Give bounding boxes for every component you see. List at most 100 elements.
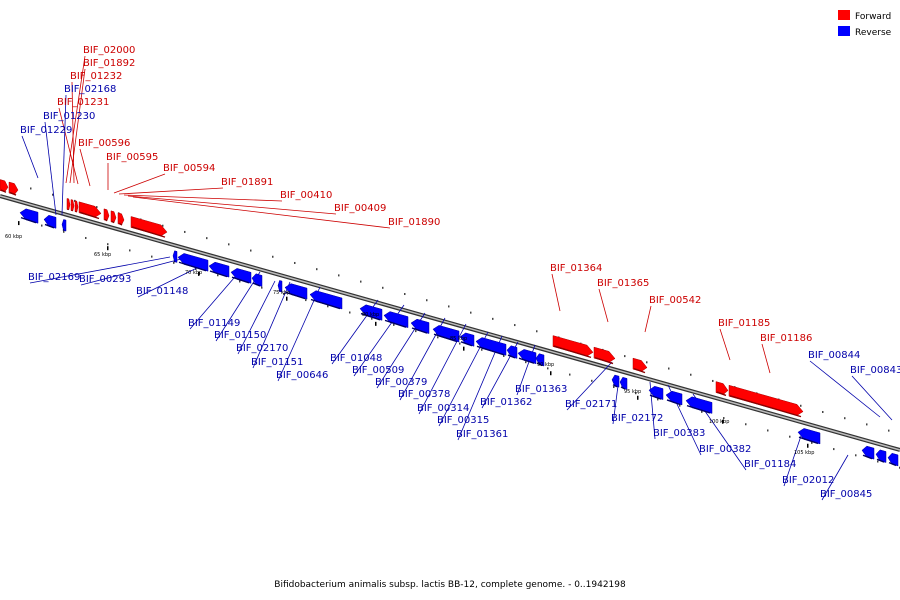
legend-forward-swatch bbox=[838, 10, 850, 20]
forward-gene[interactable] bbox=[70, 199, 75, 212]
gene-label: BIF_01149 bbox=[188, 318, 240, 329]
reverse-gene[interactable] bbox=[230, 268, 252, 284]
gene-label: BIF_00542 bbox=[649, 295, 701, 306]
reverse-gene[interactable] bbox=[284, 283, 308, 300]
gene-label: BIF_02000 bbox=[83, 45, 135, 56]
gene-label: BIF_01892 bbox=[83, 58, 135, 69]
reverse-gene[interactable] bbox=[177, 253, 209, 272]
forward-gene[interactable] bbox=[632, 357, 648, 372]
reverse-gene[interactable] bbox=[535, 353, 545, 367]
reverse-gene[interactable] bbox=[517, 349, 537, 365]
tick-label: 80 kbp bbox=[362, 312, 379, 318]
tick-label: 90 kbp bbox=[537, 362, 554, 368]
gene-label: BIF_00596 bbox=[78, 138, 130, 149]
tick-labels: 60 kbp 65 kbp 70 kbp 75 kbp 80 kbp 85 kbp 90 k… bbox=[5, 221, 814, 456]
tick-label: 95 kbp bbox=[624, 389, 641, 395]
gene-label: BIF_01185 bbox=[718, 318, 770, 329]
gene-label: BIF_02168 bbox=[64, 84, 116, 95]
tick-label: 100 kbp bbox=[709, 419, 729, 425]
gene-label: BIF_01148 bbox=[136, 286, 188, 297]
gene-label: BIF_00383 bbox=[653, 428, 705, 439]
gene-label: BIF_00509 bbox=[352, 365, 404, 376]
legend: Forward Reverse bbox=[838, 10, 892, 38]
caption: Bifidobacterium animalis subsp. lactis B… bbox=[274, 580, 626, 590]
legend-reverse-label: Reverse bbox=[855, 28, 892, 38]
reverse-gene[interactable] bbox=[619, 376, 628, 390]
gene-label: BIF_02172 bbox=[611, 413, 663, 424]
forward-gene[interactable] bbox=[74, 200, 79, 213]
gene-label: BIF_00844 bbox=[808, 350, 860, 361]
reverse-gene[interactable] bbox=[61, 219, 67, 232]
reverse-gene[interactable] bbox=[432, 325, 460, 343]
reverse-gene[interactable] bbox=[685, 396, 713, 414]
gene-label: BIF_02012 bbox=[782, 475, 834, 486]
gene-label: BIF_00594 bbox=[163, 163, 215, 174]
reverse-gene[interactable] bbox=[383, 311, 409, 328]
legend-forward-label: Forward bbox=[855, 12, 891, 22]
forward-gene[interactable] bbox=[66, 198, 71, 211]
gene-label: BIF_00315 bbox=[437, 415, 489, 426]
forward-gene[interactable] bbox=[110, 210, 117, 223]
reverse-gene[interactable] bbox=[475, 337, 507, 356]
reverse-gene[interactable] bbox=[861, 445, 875, 460]
tick-label: 60 kbp bbox=[5, 234, 22, 240]
gene-label: BIF_00378 bbox=[398, 389, 450, 400]
gene-label: BIF_01890 bbox=[388, 217, 440, 228]
reverse-gene[interactable] bbox=[875, 449, 887, 463]
forward-gene[interactable] bbox=[728, 384, 804, 416]
dotted-lanes bbox=[30, 187, 900, 469]
reverse-gene[interactable] bbox=[172, 250, 178, 263]
gene-label: BIF_02169 bbox=[28, 272, 80, 283]
reverse-gene[interactable] bbox=[43, 214, 57, 229]
reverse-gene[interactable] bbox=[648, 385, 664, 400]
gene-label: BIF_01150 bbox=[214, 330, 266, 341]
reverse-gene[interactable] bbox=[410, 318, 430, 334]
gene-label: BIF_01891 bbox=[221, 177, 273, 188]
reverse-gene[interactable] bbox=[208, 261, 230, 278]
reverse-gene[interactable] bbox=[19, 208, 39, 224]
gene-label: BIF_00314 bbox=[417, 403, 469, 414]
backbone bbox=[0, 194, 900, 452]
reverse-gene[interactable] bbox=[506, 345, 518, 359]
forward-gene[interactable] bbox=[552, 335, 594, 357]
genes bbox=[0, 179, 899, 467]
legend-reverse-swatch bbox=[838, 26, 850, 36]
reverse-gene[interactable] bbox=[665, 390, 683, 406]
gene-label: BIF_01361 bbox=[456, 429, 508, 440]
gene-label: BIF_00410 bbox=[280, 190, 332, 201]
forward-gene[interactable] bbox=[8, 181, 19, 195]
forward-gene[interactable] bbox=[117, 212, 125, 226]
gene-label: BIF_00646 bbox=[276, 370, 328, 381]
reverse-gene[interactable] bbox=[359, 304, 383, 321]
gene-label: BIF_01364 bbox=[550, 263, 602, 274]
tick-label: 105 kbp bbox=[794, 450, 814, 456]
gene-label: BIF_00595 bbox=[106, 152, 158, 163]
forward-gene[interactable] bbox=[103, 208, 110, 221]
gene-labels: BIF_02000 BIF_01892 BIF_01232 BIF_01231 BIF_… bbox=[20, 45, 900, 500]
reverse-gene[interactable] bbox=[277, 280, 283, 293]
leader-lines bbox=[21, 55, 893, 501]
tick-label: 85 kbp bbox=[450, 336, 467, 342]
gene-label: BIF_00379 bbox=[375, 377, 427, 388]
tick-label: 70 kbp bbox=[185, 270, 202, 276]
gene-label: BIF_01230 bbox=[43, 111, 95, 122]
gene-label: BIF_01232 bbox=[70, 71, 122, 82]
gene-label: BIF_01184 bbox=[744, 459, 796, 470]
reverse-gene[interactable] bbox=[309, 290, 343, 310]
forward-gene[interactable] bbox=[130, 216, 168, 237]
reverse-gene[interactable] bbox=[459, 332, 475, 347]
reverse-gene[interactable] bbox=[251, 273, 263, 287]
gene-label: BIF_00409 bbox=[334, 203, 386, 214]
reverse-gene[interactable] bbox=[887, 452, 899, 467]
tick-label: 75 kbp bbox=[273, 290, 290, 296]
gene-label: BIF_01151 bbox=[251, 357, 303, 368]
reverse-gene[interactable] bbox=[611, 374, 620, 388]
tick-label: 65 kbp bbox=[94, 252, 111, 258]
reverse-gene[interactable] bbox=[797, 428, 821, 445]
gene-label: BIF_01231 bbox=[57, 97, 109, 108]
forward-gene[interactable] bbox=[0, 179, 9, 193]
gene-label: BIF_01362 bbox=[480, 397, 532, 408]
gene-label: BIF_00293 bbox=[79, 274, 131, 285]
forward-gene[interactable] bbox=[715, 381, 729, 395]
